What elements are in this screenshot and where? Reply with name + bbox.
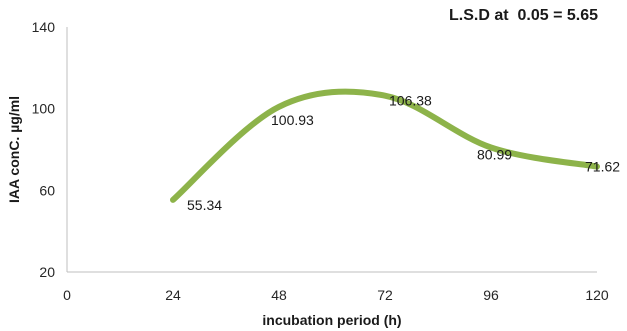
y-tick-label: 60	[39, 182, 55, 198]
y-tick-label: 20	[39, 264, 55, 280]
data-label: 55.34	[187, 197, 222, 213]
lsd-annotation: L.S.D at 0.05 = 5.65	[449, 7, 598, 24]
x-tick-label: 48	[271, 287, 287, 303]
x-tick-label: 0	[63, 287, 71, 303]
x-tick-labels: 0 24 48 72 96 120	[63, 287, 609, 303]
series-layer	[170, 88, 600, 203]
x-axis-title: incubation period (h)	[262, 312, 401, 328]
y-tick-labels: 20 60 100 140	[32, 19, 56, 280]
y-tick-label: 140	[32, 19, 56, 35]
axes	[66, 27, 597, 273]
data-label: 100.93	[271, 112, 314, 128]
y-axis-title: IAA conC. µg/ml	[6, 96, 22, 203]
x-tick-label: 96	[483, 287, 499, 303]
data-labels: 55.34 100.93 106.38 80.99 71.62	[187, 93, 620, 213]
series-line	[170, 88, 600, 203]
y-tick-label: 100	[32, 101, 56, 117]
x-tick-label: 120	[585, 287, 609, 303]
data-label: 71.62	[585, 159, 620, 175]
data-label: 106.38	[389, 93, 432, 109]
x-tick-label: 24	[165, 287, 181, 303]
data-label: 80.99	[477, 146, 512, 162]
x-tick-label: 72	[377, 287, 393, 303]
